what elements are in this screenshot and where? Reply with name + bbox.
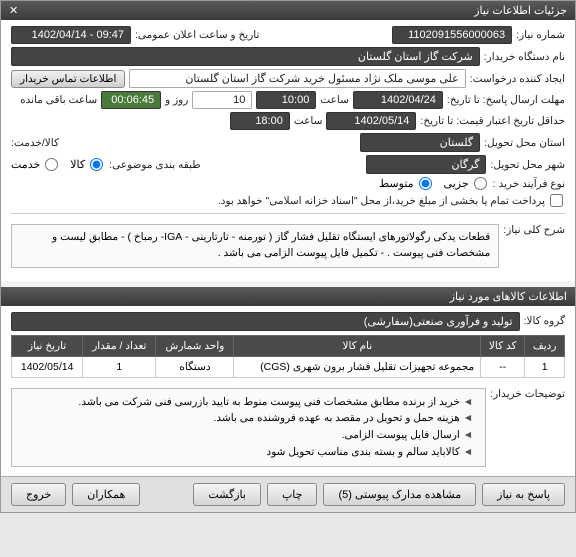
deadline-date-field: 1402/04/24 [353, 91, 443, 109]
desc-label: شرح کلی نیاز: [503, 220, 565, 236]
th-qty: تعداد / مقدار [83, 335, 156, 356]
remain-time-field: 00:06:45 [101, 91, 161, 109]
th-unit: واحد شمارش [156, 335, 234, 356]
note-item: کالاباید سالم و بسته بندی مناسب تحویل شو… [20, 444, 473, 461]
th-date: تاریخ نیاز [12, 335, 83, 356]
items-table: ردیف کد کالا نام کالا واحد شمارش تعداد /… [11, 335, 565, 378]
purchase-type-label: نوع فرآیند خرید : [493, 178, 565, 190]
deadline-label: مهلت ارسال پاسخ: تا تاریخ: [447, 94, 565, 106]
announce-label: تاریخ و ساعت اعلان عمومی: [135, 29, 259, 41]
class-radio-group: کالا خدمت [11, 158, 105, 171]
buyer-org-label: نام دستگاه خریدار: [484, 51, 565, 63]
cell-qty: 1 [83, 356, 156, 377]
th-row: ردیف [525, 335, 565, 356]
table-header-row: ردیف کد کالا نام کالا واحد شمارش تعداد /… [12, 335, 565, 356]
refer-button[interactable]: همکاران [72, 483, 140, 506]
notes-box: خرید از برنده مطابق مشخصات فنی پیوست منو… [11, 388, 486, 467]
province-label: استان محل تحویل: [484, 137, 565, 149]
cell-date: 1402/05/14 [12, 356, 83, 377]
purchase-radio-group: جزیی متوسط [379, 177, 489, 190]
req-no-label: شماره نیاز: [516, 29, 565, 41]
respond-button[interactable]: پاسخ به نیاز [482, 483, 565, 506]
group-label: گروه کالا: [524, 315, 565, 327]
footer-bar: پاسخ به نیاز مشاهده مدارک پیوستی (5) چاپ… [1, 476, 575, 512]
attachments-button[interactable]: مشاهده مدارک پیوستی (5) [323, 483, 476, 506]
group-field: تولید و فرآوری صنعتی(سفارشی) [11, 312, 520, 331]
close-icon[interactable]: ✕ [9, 4, 18, 17]
items-section: گروه کالا: تولید و فرآوری صنعتی(سفارشی) … [1, 306, 575, 476]
time-label-2: ساعت [294, 115, 323, 127]
form-area: شماره نیاز: 1102091556000063 تاریخ و ساع… [1, 20, 575, 281]
radio-small[interactable] [474, 177, 487, 190]
note-item: هزینه حمل و تحویل در مقصد به عهده فروشند… [20, 410, 473, 427]
province-field: گلستان [360, 133, 480, 152]
req-no-field: 1102091556000063 [392, 26, 512, 44]
th-name: نام کالا [234, 335, 481, 356]
radio-service[interactable] [45, 158, 58, 171]
class-label: طبقه بندی موضوعی: [109, 159, 200, 171]
cell-unit: دستگاه [156, 356, 234, 377]
city-label: شهر محل تحویل: [490, 159, 565, 171]
note-item: خرید از برنده مطابق مشخصات فنی پیوست منو… [20, 394, 473, 411]
note-item: ارسال فایل پیوست الزامی. [20, 427, 473, 444]
cell-code: -- [481, 356, 525, 377]
table-row[interactable]: 1 -- مجموعه تجهیزات تقلیل فشار برون شهری… [12, 356, 565, 377]
items-section-header: اطلاعات کالاهای مورد نیاز [1, 287, 575, 306]
title-bar: جزئیات اطلاعات نیاز ✕ [1, 1, 575, 20]
divider [11, 213, 565, 214]
radio-medium[interactable] [419, 177, 432, 190]
requester-label: ایجاد کننده درخواست: [470, 73, 565, 85]
print-button[interactable]: چاپ [267, 483, 318, 506]
window-title: جزئیات اطلاعات نیاز [474, 4, 567, 17]
cell-row: 1 [525, 356, 565, 377]
notes-list: خرید از برنده مطابق مشخصات فنی پیوست منو… [20, 394, 477, 461]
buyer-org-field: شرکت گاز استان گلستان [11, 47, 480, 66]
days-label: روز و [165, 94, 188, 106]
exit-button[interactable]: خروج [11, 483, 66, 506]
back-button[interactable]: بازگشت [193, 483, 261, 506]
validity-label: حداقل تاریخ اعتبار قیمت: تا تاریخ: [420, 115, 565, 127]
th-code: کد کالا [481, 335, 525, 356]
validity-date-field: 1402/05/14 [326, 112, 416, 130]
time-label-1: ساعت [320, 94, 349, 106]
desc-text: قطعات یدکی رگولاتورهای ایستگاه تقلیل فشا… [11, 224, 499, 268]
announce-from-field: 09:47 - 1402/04/14 [11, 26, 131, 44]
details-window: جزئیات اطلاعات نیاز ✕ شماره نیاز: 110209… [0, 0, 576, 513]
requester-field: علی موسی ملک نژاد مسئول خرید شرکت گاز اس… [129, 69, 465, 88]
days-field: 10 [192, 91, 252, 109]
city-field: گرگان [366, 155, 486, 174]
partial-pay-check[interactable]: پرداخت تمام یا بخشی از مبلغ خرید،از محل … [218, 194, 565, 207]
partial-pay-checkbox[interactable] [550, 194, 563, 207]
remain-label: ساعت باقی مانده [20, 94, 97, 106]
cell-name: مجموعه تجهیزات تقلیل فشار برون شهری (CGS… [234, 356, 481, 377]
radio-goods[interactable] [90, 158, 103, 171]
contact-button[interactable]: اطلاعات تماس خریدار [11, 70, 125, 88]
deadline-time-field: 10:00 [256, 91, 316, 109]
validity-time-field: 18:00 [230, 112, 290, 130]
goods-label: کالا/خدمت: [11, 137, 59, 149]
notes-label: توضیحات خریدار: [490, 384, 565, 400]
